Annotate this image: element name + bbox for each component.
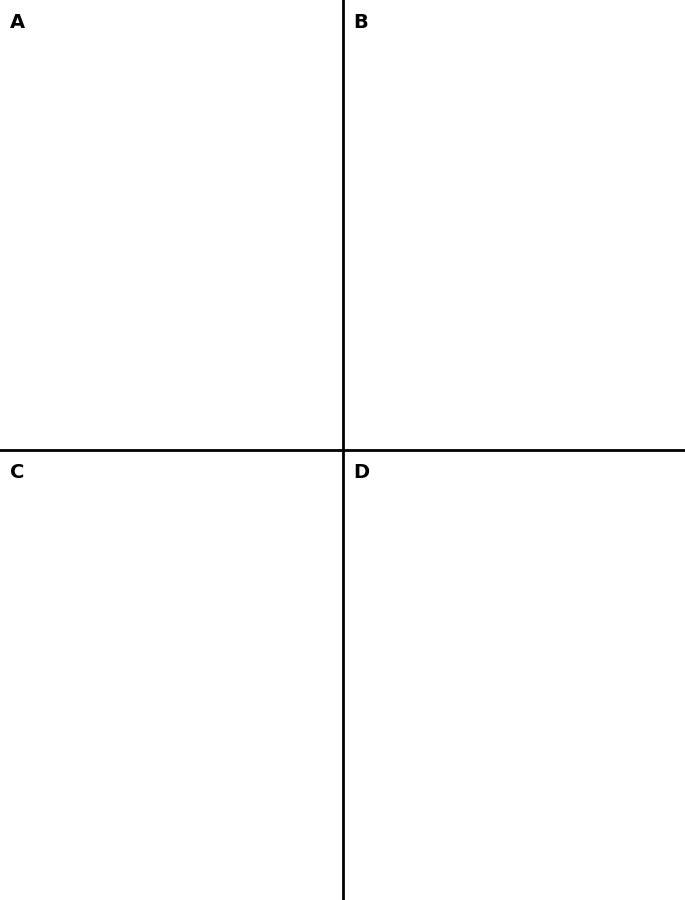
Text: B: B bbox=[353, 14, 368, 32]
Text: A: A bbox=[10, 14, 25, 32]
Text: C: C bbox=[10, 464, 25, 482]
Text: D: D bbox=[353, 464, 369, 482]
